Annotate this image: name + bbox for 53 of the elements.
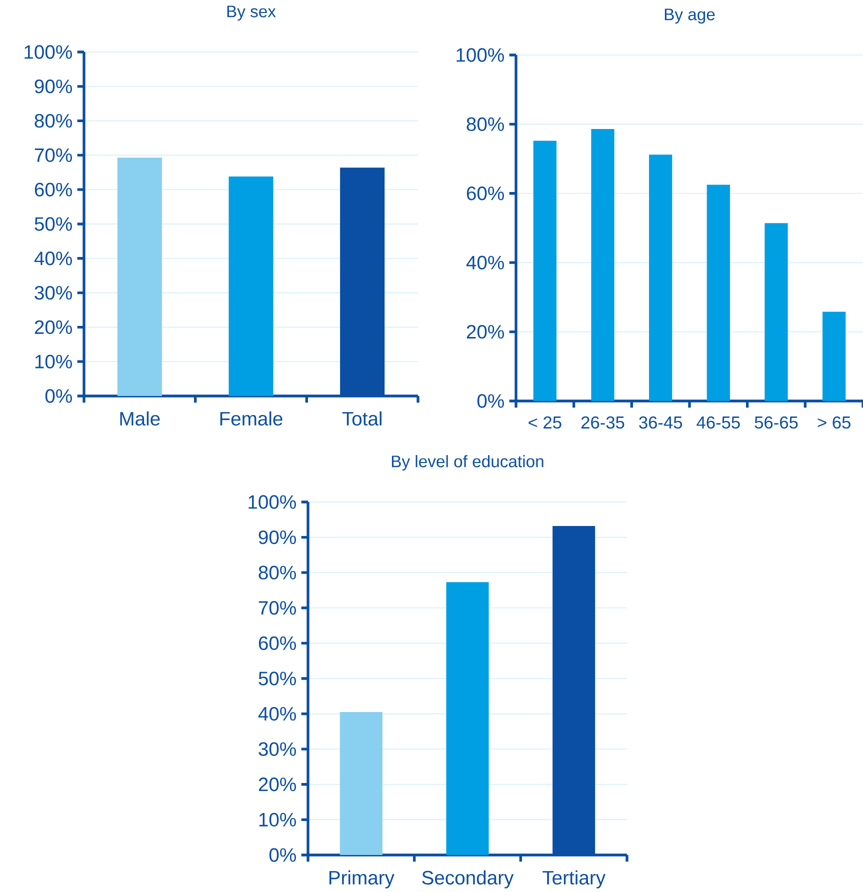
y-tick-label: 20% [34, 320, 72, 334]
y-tick-label: 40% [258, 706, 296, 721]
y-tick-label: 90% [34, 80, 72, 94]
y-tick-label: 40% [466, 256, 504, 270]
x-tick-label: > 65 [818, 416, 850, 429]
chart-title: By sex [227, 6, 276, 21]
y-tick-label: 70% [258, 601, 296, 615]
y-tick-label: 60% [466, 186, 504, 200]
x-tick-label: 46-55 [696, 416, 740, 429]
y-tick-label: 100% [24, 45, 72, 59]
y-tick-label: 30% [34, 286, 72, 300]
y-tick-label: 10% [259, 812, 296, 827]
chart-title: By age [664, 8, 715, 24]
y-tick-label: 0% [477, 394, 504, 408]
x-tick-label: Male [120, 411, 160, 426]
bar [649, 154, 672, 401]
x-tick-label: Secondary [422, 870, 514, 888]
y-tick-label: 60% [34, 182, 72, 196]
y-tick-label: 70% [34, 148, 72, 162]
bar [591, 129, 614, 401]
bar [446, 582, 489, 855]
bar [822, 312, 846, 401]
y-tick-label: 0% [269, 848, 296, 862]
x-tick-label: Primary [329, 870, 394, 888]
y-tick-label: 60% [258, 636, 296, 650]
y-tick-label: 0% [45, 389, 72, 403]
x-tick-label: 26-35 [581, 416, 624, 429]
x-tick-label: < 25 [528, 416, 562, 429]
x-tick-label: Tertiary [542, 870, 606, 888]
x-tick-label: 36-45 [639, 416, 682, 429]
bar [228, 176, 274, 396]
x-tick-label: 56-65 [754, 416, 798, 429]
y-tick-label: 80% [34, 114, 72, 128]
y-tick-label: 30% [258, 742, 296, 756]
y-tick-label: 20% [258, 778, 296, 792]
y-tick-label: 20% [466, 324, 504, 339]
y-tick-label: 80% [466, 117, 504, 132]
y-tick-label: 50% [34, 217, 72, 231]
y-tick-label: 50% [258, 672, 296, 686]
bar [764, 223, 788, 401]
y-tick-label: 90% [258, 530, 296, 544]
bar [117, 158, 162, 396]
bar [340, 712, 382, 855]
y-tick-label: 10% [35, 354, 72, 368]
bar [533, 140, 556, 401]
x-tick-label: Female [220, 411, 282, 426]
chart-title: By level of education [392, 455, 544, 471]
y-tick-label: 80% [258, 566, 296, 580]
x-tick-label: Total [342, 411, 382, 426]
bar [706, 184, 730, 401]
y-tick-label: 100% [456, 48, 504, 62]
y-tick-label: 40% [34, 252, 72, 266]
y-tick-label: 100% [248, 495, 296, 509]
